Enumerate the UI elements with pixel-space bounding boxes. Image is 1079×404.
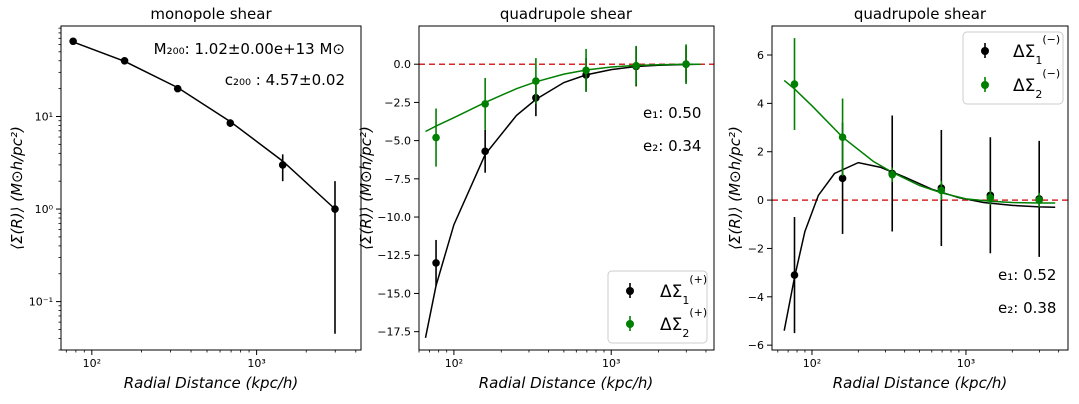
legend-marker [981, 47, 989, 55]
data-point [682, 60, 690, 69]
y-tick-label: −12.5 [377, 249, 411, 262]
plot-frame [418, 25, 715, 351]
data-point [331, 205, 339, 213]
legend: ΔΣ1(+) ΔΣ2(+) [607, 270, 708, 344]
x-tick-label: 10³ [957, 357, 975, 370]
panel-monopole: monopole shear 10² 10³ 10⁻¹ 10⁰ 10¹ M₂₀₀: 1.… [8, 5, 362, 392]
y-tick-label: −17.5 [377, 326, 411, 339]
legend-marker [981, 81, 989, 89]
y-tick-label: −5.0 [384, 135, 411, 148]
y-tick-label: 0.0 [394, 58, 412, 71]
y-tick-label: 4 [757, 97, 764, 110]
y-axis-label: ⟨Σ(R)⟩ (M⊙h/pc²) [726, 126, 744, 250]
y-tick-label: 2 [757, 146, 764, 159]
y-tick-label: 10⁰ [35, 203, 54, 216]
data-point [432, 133, 440, 142]
data-point [173, 84, 182, 93]
y-tick-label: −2 [748, 242, 764, 255]
data-point [632, 61, 640, 70]
data-point [120, 56, 129, 65]
annotation-m200: M₂₀₀: 1.02±0.00e+13 M⊙ [154, 40, 345, 58]
legend: ΔΣ1(−) ΔΣ2(−) [962, 31, 1064, 105]
model-curve [72, 41, 336, 210]
data-point [937, 186, 946, 195]
data-point [790, 271, 799, 279]
annotation-e2: e₂: 0.34 [643, 137, 701, 155]
data-point [69, 37, 77, 46]
annotation-e1: e₁: 0.50 [643, 104, 701, 122]
plot-frame [60, 25, 362, 351]
data-point [278, 161, 287, 169]
y-tick-label: −4 [748, 291, 764, 304]
panel-quadrupole-minus: quadrupole shear 10² 10³ 6 4 2 0 −2 −4 −6 e₁: 0.… [726, 5, 1069, 392]
y-tick-label: −10.0 [377, 211, 411, 224]
y-axis-label: ⟨Σ(R)⟩ (M⊙h/pc²) [357, 126, 375, 250]
y-tick-label: −2.5 [384, 96, 411, 109]
y-tick-label: 10⁻¹ [29, 296, 53, 309]
y-tick-label: 10¹ [35, 110, 53, 123]
data-point [226, 119, 235, 127]
x-tick-label: 10² [803, 357, 821, 370]
data-point [532, 77, 540, 85]
annotation-c200: c₂₀₀ : 4.57±0.02 [225, 71, 345, 89]
panel-title: quadrupole shear [854, 5, 987, 23]
legend-marker [626, 320, 634, 328]
data-point [888, 170, 897, 179]
data-point [582, 66, 590, 75]
panel-quadrupole-plus: quadrupole shear 10² 10³ 0.0 −2.5 −5.0 −7.5 −1… [357, 5, 715, 392]
data-point [838, 133, 847, 142]
y-axis-label: ⟨Σ(R)⟩ (M⊙h/pc²) [8, 126, 26, 250]
data-point [986, 193, 995, 202]
data-point [432, 259, 440, 267]
data-point [481, 147, 489, 156]
x-axis-label: Radial Distance (kpc/h) [833, 374, 1008, 392]
y-tick-label: −6 [748, 339, 764, 352]
x-tick-label: 10³ [602, 357, 620, 370]
y-tick-label: 0 [757, 194, 764, 207]
y-tick-label: −15.0 [377, 287, 411, 300]
annotation-e2: e₂: 0.38 [998, 299, 1056, 317]
annotation-e1: e₁: 0.52 [998, 266, 1056, 284]
x-axis-label: Radial Distance (kpc/h) [479, 374, 654, 392]
data-point [838, 174, 847, 183]
y-tick-label: −7.5 [384, 173, 411, 186]
model-curve [425, 63, 701, 133]
legend-marker [626, 287, 634, 295]
model-curve [783, 79, 1056, 204]
data-point [790, 80, 799, 88]
x-axis-label: Radial Distance (kpc/h) [124, 374, 299, 392]
y-tick-label: 6 [757, 49, 764, 62]
x-tick-label: 10² [445, 357, 463, 370]
panel-title: quadrupole shear [500, 5, 633, 23]
data-point [481, 100, 489, 108]
plot-frame [771, 25, 1069, 351]
panel-title: monopole shear [150, 5, 272, 23]
x-tick-label: 10² [83, 357, 101, 370]
x-tick-label: 10³ [247, 357, 265, 370]
data-point [1035, 196, 1043, 204]
